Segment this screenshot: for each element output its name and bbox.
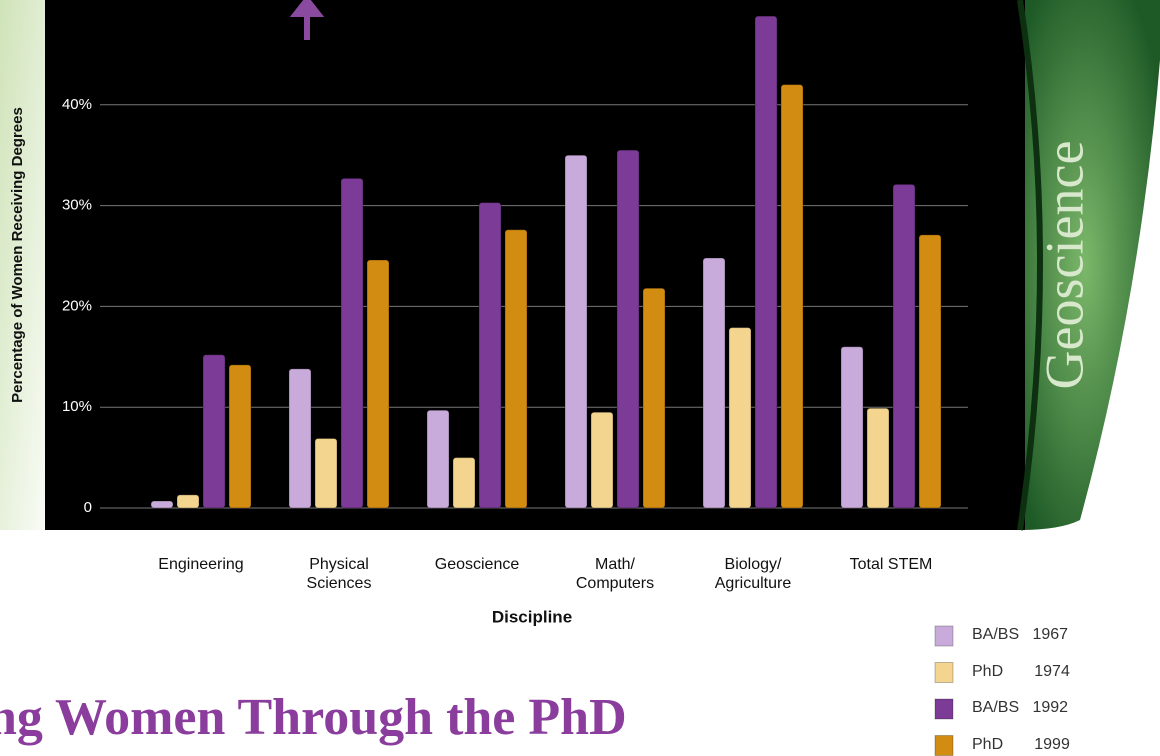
y-tick-label: 10% [62, 398, 92, 415]
bar [288, 368, 312, 509]
legend-label: PhD 1974 [972, 662, 1070, 680]
bar [176, 494, 200, 509]
bar [590, 411, 614, 509]
x-axis-label: Discipline [492, 607, 572, 626]
bar [228, 364, 252, 509]
legend-swatch [934, 698, 954, 720]
page-title: ng Women Through the PhD [0, 689, 627, 746]
x-tick-label: Biology/ Agriculture [714, 556, 792, 592]
bar [452, 457, 476, 509]
bar [564, 154, 588, 509]
legend-swatch [934, 735, 954, 756]
y-tick-label: 30% [62, 197, 92, 214]
x-tick-label: Engineering [158, 556, 244, 573]
legend-swatch [934, 625, 954, 647]
bar [366, 259, 390, 509]
bar [754, 15, 778, 509]
y-axis-label: Percentage of Women Receiving Degrees [9, 107, 26, 403]
bar [616, 149, 640, 509]
bar [866, 407, 890, 509]
side-leaf [1010, 0, 1160, 530]
bar [918, 234, 942, 509]
bar [478, 202, 502, 509]
x-tick-label: Total STEM [849, 556, 933, 573]
legend-swatch [934, 662, 954, 683]
bar [340, 177, 364, 509]
bar [728, 327, 752, 509]
side-label: Geoscience [1034, 141, 1094, 390]
legend-label: PhD 1999 [972, 735, 1070, 753]
bar [642, 287, 666, 509]
bar [150, 500, 174, 509]
bar [426, 409, 450, 509]
arrow [289, 0, 325, 40]
x-tick-label: Physical Sciences [306, 556, 372, 592]
y-tick-label: 0 [84, 499, 92, 516]
bar [840, 346, 864, 509]
y-tick-label: 20% [62, 297, 92, 314]
x-tick-label: Math/ Computers [575, 556, 655, 592]
bar [504, 229, 528, 509]
legend-label: BA/BS 1992 [972, 699, 1069, 716]
bar [780, 84, 804, 509]
x-tick-label: Geoscience [434, 556, 520, 573]
bar [702, 257, 726, 509]
legend-label: BA/BS 1967 [972, 626, 1069, 643]
bar [202, 354, 226, 509]
leaf-edge [1017, 0, 1043, 531]
y-tick-label: 40% [62, 96, 92, 113]
bar [314, 437, 338, 509]
bar [892, 183, 916, 509]
